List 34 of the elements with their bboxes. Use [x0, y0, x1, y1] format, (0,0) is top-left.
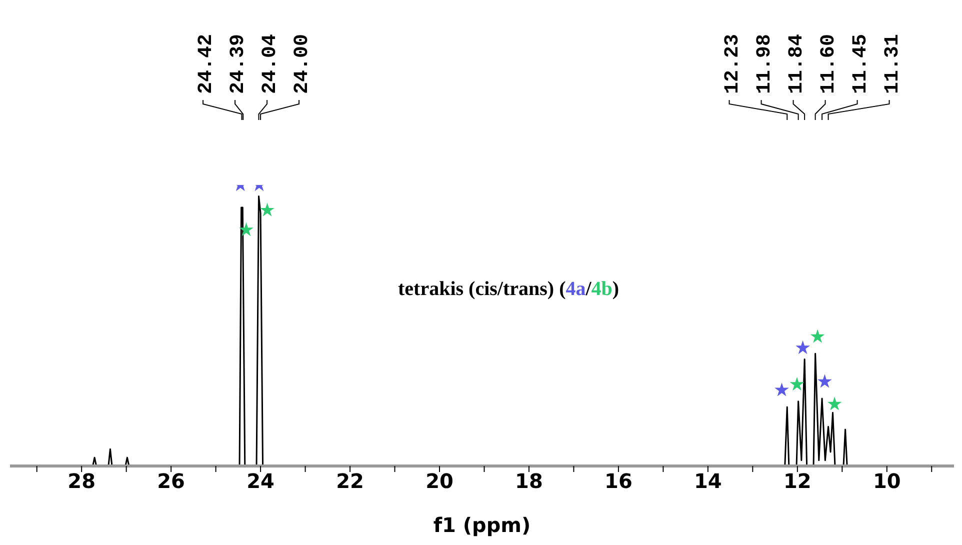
x-tick-label: 22 [336, 469, 364, 494]
point [827, 396, 842, 410]
annotation: 24.42 [195, 34, 218, 94]
point [796, 340, 810, 354]
x-tick-label: 28 [68, 469, 96, 494]
point [774, 382, 789, 396]
x-tick-label: 24 [246, 469, 274, 494]
annotation: / [586, 278, 592, 300]
annotation: ) [612, 278, 620, 300]
point [818, 374, 832, 388]
point [260, 202, 274, 216]
x-axis-title: f1 (ppm) [433, 513, 531, 537]
annotation: 11.60 [817, 34, 840, 94]
annotation: 11.84 [785, 34, 808, 94]
x-tick-label: 12 [783, 469, 812, 494]
point [810, 329, 825, 343]
annotation: 24.00 [291, 34, 314, 94]
x-tick-label: 10 [872, 469, 901, 494]
annotation: 24.04 [259, 34, 282, 94]
x-tick-label: 18 [515, 469, 543, 494]
annotation: tetrakis (cis/trans) ( [398, 278, 566, 300]
point [790, 376, 804, 391]
x-tick-label: 14 [694, 469, 722, 494]
text: 4b [591, 278, 612, 300]
x-tick-label: 16 [604, 469, 632, 494]
x-tick-label: 20 [426, 469, 454, 494]
annotation: 11.45 [849, 34, 872, 94]
x-tick-label: 26 [157, 469, 185, 494]
annotation: 12.23 [721, 34, 744, 94]
annotation: 11.31 [881, 34, 904, 94]
point [239, 222, 254, 236]
annotation: 11.98 [753, 34, 776, 94]
text: 4a [566, 278, 586, 300]
annotation: 24.39 [227, 34, 250, 94]
